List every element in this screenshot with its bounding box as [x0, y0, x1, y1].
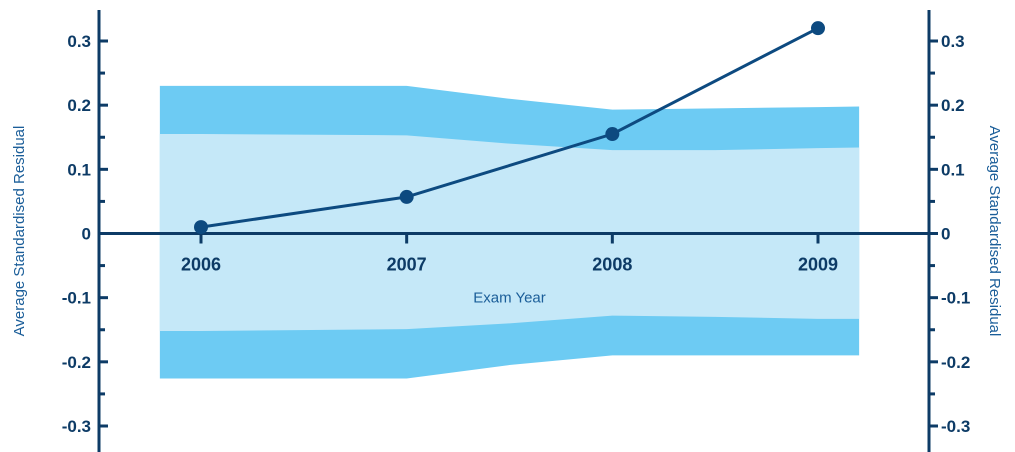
right-y-tick-label: 0: [941, 225, 950, 244]
x-tick-label: 2009: [798, 255, 838, 275]
x-tick-label: 2008: [592, 255, 632, 275]
left-y-tick-label: -0.1: [62, 289, 91, 308]
data-point-2008: [605, 127, 620, 142]
x-tick-label: 2006: [181, 255, 221, 275]
left-y-tick-label: -0.2: [62, 353, 91, 372]
left-y-tick-label: 0.3: [67, 32, 91, 51]
data-point-2009: [811, 21, 825, 36]
right-y-tick-label: 0.1: [941, 160, 965, 179]
right-y-tick-label: 0.2: [941, 96, 965, 115]
x-tick-label: 2007: [387, 255, 427, 275]
axes: [97, 10, 931, 452]
axis-ticks: [99, 39, 938, 428]
series-path: [200, 26, 819, 229]
data-point-2006: [194, 220, 208, 235]
left-y-tick-label: 0: [82, 225, 91, 244]
left-y-tick-label: -0.3: [62, 417, 91, 436]
left-y-tick-label: 0.1: [67, 160, 91, 179]
right-y-axis-title: Average Standardised Residual: [986, 126, 1003, 337]
right-y-tick-label: -0.3: [941, 417, 970, 436]
data-point-2007: [399, 189, 414, 204]
right-y-tick-label: -0.2: [941, 353, 970, 372]
right-y-tick-label: 0.3: [941, 32, 965, 51]
left-y-axis-title: Average Standardised Residual: [11, 126, 28, 337]
left-y-tick-label: 0.2: [67, 96, 91, 115]
series-line: [194, 21, 825, 235]
right-y-tick-label: -0.1: [941, 289, 970, 308]
x-axis-title: Exam Year: [473, 290, 546, 307]
axis-labels: 0.3 0.3 0.2 0.2 0.1 0.1 0 0 -0.1 -0.1 -0.2 -0.2 -0.3…: [62, 32, 971, 436]
